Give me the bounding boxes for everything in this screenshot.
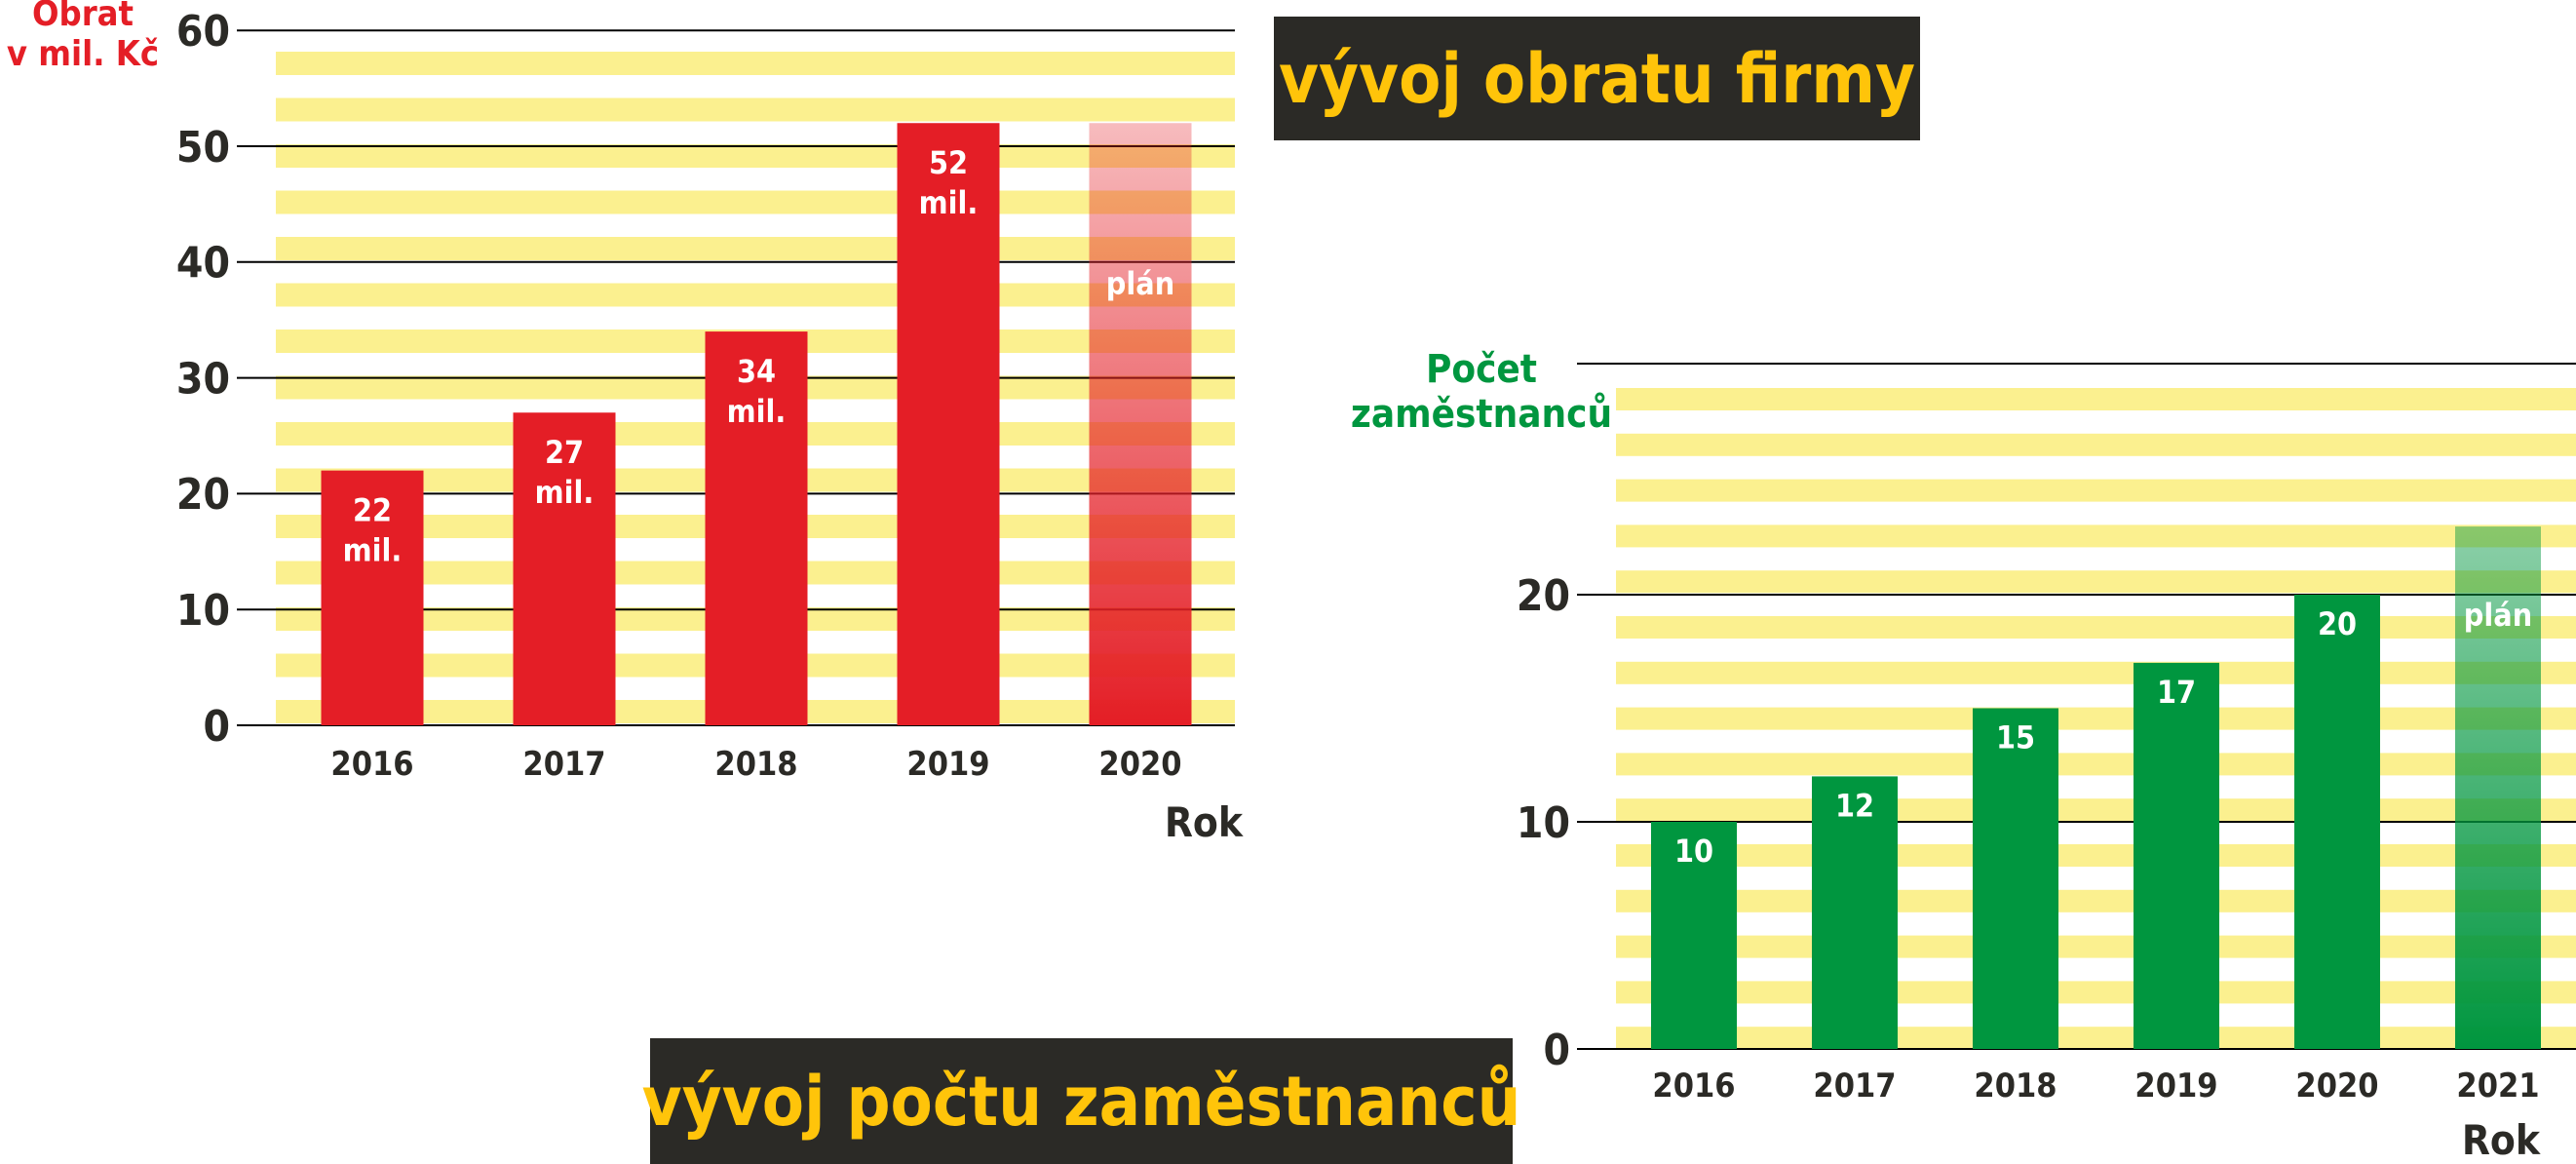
- background-stripe: [1616, 935, 2576, 958]
- background-stripe: [276, 283, 1235, 307]
- revenue-chart: 010203040506022mil.201627mil.201734mil.2…: [176, 7, 1244, 846]
- x-tick-label: 2018: [1974, 1067, 2057, 1106]
- employees-y-axis-label-line: zaměstnanců: [1350, 392, 1613, 437]
- background-stripe: [1616, 524, 2576, 548]
- revenue-y-axis-label-line: Obrat: [31, 0, 135, 34]
- x-tick-label: 2020: [1098, 745, 1181, 784]
- bar-value-label: mil.: [919, 184, 979, 221]
- background-stripe: [1616, 433, 2576, 456]
- x-tick-label: 2019: [2134, 1067, 2217, 1106]
- bar: [2294, 595, 2380, 1049]
- y-tick-label: 20: [1517, 571, 1570, 621]
- bar: [1651, 822, 1737, 1049]
- x-tick-label: 2016: [330, 745, 413, 784]
- y-tick-label: 10: [1517, 798, 1570, 848]
- x-axis-label: Rok: [1165, 798, 1244, 846]
- bar: [897, 123, 1000, 726]
- background-stripe: [1616, 753, 2576, 776]
- x-tick-label: 2017: [1813, 1067, 1896, 1106]
- bar: [1812, 776, 1898, 1049]
- background-stripe: [1616, 707, 2576, 730]
- background-stripe: [276, 52, 1235, 75]
- x-tick-label: 2021: [2456, 1067, 2539, 1106]
- bar-value-label: 20: [2318, 605, 2357, 642]
- y-tick-label: 30: [176, 354, 230, 404]
- bar-value-label: 27: [545, 434, 584, 471]
- background-stripe: [1616, 616, 2576, 639]
- background-stripe: [276, 237, 1235, 260]
- background-stripe: [276, 97, 1235, 122]
- bar-value-label: mil.: [535, 474, 595, 511]
- bar: [2134, 662, 2219, 1049]
- x-tick-label: 2017: [522, 745, 605, 784]
- y-tick-label: 60: [176, 7, 230, 57]
- background-stripe: [1616, 661, 2576, 684]
- background-stripe: [1616, 570, 2576, 594]
- bar-value-label: plán: [2464, 597, 2532, 634]
- bar: [513, 412, 616, 725]
- x-tick-label: 2018: [714, 745, 797, 784]
- bar-value-label: 15: [1996, 719, 2035, 757]
- y-tick-label: 0: [203, 702, 230, 752]
- bar-value-label: mil.: [343, 532, 403, 569]
- bar: [321, 470, 424, 725]
- background-stripe: [1616, 388, 2576, 410]
- x-axis-label: Rok: [2462, 1116, 2541, 1164]
- bar-value-label: 17: [2157, 674, 2196, 711]
- employees-chart-title: vývoj počtu zaměstnanců: [642, 1038, 1520, 1164]
- bar-value-label: mil.: [727, 393, 787, 430]
- x-tick-label: 2020: [2295, 1067, 2378, 1106]
- bar-value-label: 52: [929, 144, 968, 181]
- revenue-y-axis-label-line: v mil. Kč: [6, 34, 160, 75]
- employees-y-axis-label: Počet zaměstnanců: [1345, 347, 1618, 437]
- bar-value-label: 10: [1674, 833, 1713, 870]
- y-tick-label: 0: [1543, 1026, 1570, 1075]
- y-tick-label: 50: [176, 123, 230, 173]
- x-tick-label: 2019: [906, 745, 989, 784]
- bar-value-label: 34: [737, 353, 776, 390]
- y-tick-label: 20: [176, 470, 230, 520]
- employees-chart: 01020102016122017152018172019202020plán2…: [1517, 363, 2576, 1164]
- background-stripe: [276, 190, 1235, 214]
- background-stripe: [276, 144, 1235, 168]
- bar: [705, 331, 808, 725]
- background-stripe: [1616, 798, 2576, 822]
- y-tick-label: 40: [176, 239, 230, 289]
- background-stripe: [1616, 844, 2576, 867]
- background-stripe: [1616, 1027, 2576, 1050]
- y-tick-label: 10: [176, 586, 230, 636]
- bar: [2455, 526, 2541, 1049]
- bar: [1973, 708, 2058, 1049]
- employees-y-axis-label-line: Počet: [1425, 347, 1538, 392]
- background-stripe: [1616, 479, 2576, 502]
- x-tick-label: 2016: [1652, 1067, 1735, 1106]
- bar: [1089, 123, 1192, 726]
- bar-value-label: plán: [1106, 265, 1174, 302]
- bar-value-label: 12: [1835, 787, 1874, 824]
- revenue-chart-title: vývoj obratu firmy: [1274, 17, 1920, 140]
- bar-value-label: 22: [353, 492, 392, 529]
- background-stripe: [1616, 889, 2576, 912]
- revenue-y-axis-label: Obrat v mil. Kč: [0, 0, 166, 75]
- background-stripe: [1616, 981, 2576, 1004]
